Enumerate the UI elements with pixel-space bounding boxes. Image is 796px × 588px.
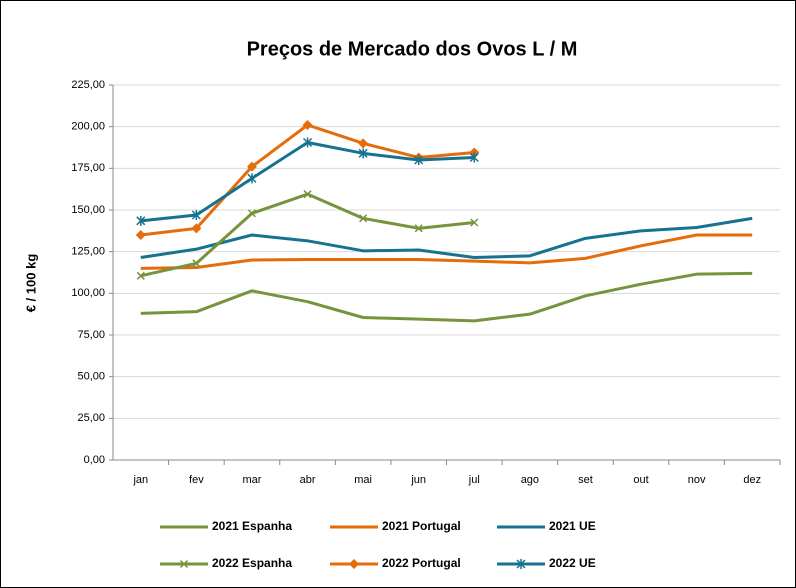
marker	[191, 210, 201, 220]
x-tick-label: abr	[300, 474, 316, 486]
marker	[179, 559, 189, 569]
marker	[247, 173, 257, 184]
y-tick-label: 150,00	[71, 204, 105, 216]
y-axis-label: € / 100 kg	[23, 254, 38, 313]
marker	[247, 209, 256, 218]
x-tick-label: nov	[688, 474, 706, 486]
marker	[358, 138, 369, 149]
y-tick-label: 75,00	[77, 329, 105, 341]
legend-label: 2021 Espanha	[212, 519, 292, 533]
marker	[136, 215, 146, 226]
marker	[191, 223, 202, 234]
x-tick-label: set	[578, 474, 593, 486]
x-tick-label: dez	[743, 474, 761, 486]
x-tick-label: out	[633, 474, 648, 486]
x-tick-label: ago	[521, 474, 539, 486]
marker	[414, 224, 423, 233]
marker	[359, 214, 368, 223]
marker	[414, 155, 424, 165]
y-tick-label: 175,00	[71, 162, 105, 174]
x-tick-label: mai	[354, 474, 372, 486]
marker	[470, 218, 479, 227]
series-line	[140, 271, 753, 323]
x-tick-label: jan	[132, 474, 148, 486]
x-tick-label: fev	[189, 474, 204, 486]
x-tick-label: jul	[468, 474, 480, 486]
marker	[135, 230, 146, 240]
chart-title: Preços de Mercado dos Ovos L / M	[247, 38, 578, 60]
y-tick-label: 200,00	[71, 121, 105, 133]
marker	[192, 259, 201, 268]
y-tick-label: 50,00	[77, 371, 105, 383]
legend-label: 2021 UE	[549, 519, 596, 533]
marker	[246, 161, 257, 172]
marker	[302, 120, 313, 130]
marker	[136, 271, 145, 280]
marker	[303, 137, 313, 148]
y-tick-label: 100,00	[71, 287, 105, 299]
y-tick-label: 225,00	[71, 79, 105, 91]
legend-label: 2021 Portugal	[382, 519, 461, 533]
marker	[358, 148, 368, 159]
marker	[516, 559, 526, 569]
series-line	[140, 216, 753, 259]
marker	[303, 190, 312, 199]
legend-label: 2022 UE	[549, 556, 596, 570]
marker	[349, 559, 359, 569]
series-line	[140, 233, 753, 270]
legend-label: 2022 Portugal	[382, 556, 461, 570]
marker	[469, 152, 479, 163]
y-tick-label: 25,00	[77, 412, 105, 424]
x-tick-label: jun	[410, 474, 426, 486]
y-tick-label: 125,00	[71, 246, 105, 258]
legend-label: 2022 Espanha	[212, 556, 292, 570]
x-tick-label: mar	[242, 474, 261, 486]
y-tick-label: 0,00	[84, 454, 105, 466]
